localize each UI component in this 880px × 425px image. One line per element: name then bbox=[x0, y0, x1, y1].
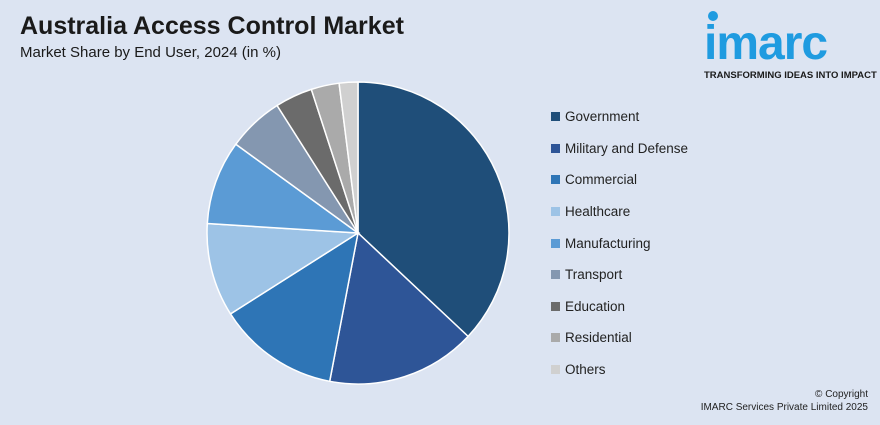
pie-chart bbox=[206, 81, 510, 385]
legend-label: Healthcare bbox=[565, 204, 631, 220]
legend-label: Government bbox=[565, 109, 640, 125]
chart-title: Australia Access Control Market bbox=[20, 12, 404, 40]
legend-item: Government bbox=[551, 101, 688, 133]
pie-slice-manufacturing bbox=[206, 143, 361, 234]
legend-label: Commercial bbox=[565, 172, 638, 188]
legend-swatch bbox=[551, 112, 560, 122]
copyright-line-1: © Copyright bbox=[815, 389, 868, 400]
pie-slice-commercial bbox=[229, 231, 360, 383]
logo-tagline: TRANSFORMING IDEAS INTO IMPACT bbox=[704, 70, 877, 81]
legend-item: Residential bbox=[551, 322, 688, 354]
legend-label: Education bbox=[565, 298, 626, 314]
legend-swatch bbox=[551, 270, 560, 280]
legend-swatch bbox=[551, 207, 560, 217]
legend-item: Manufacturing bbox=[551, 227, 688, 259]
legend-item: Education bbox=[551, 291, 688, 323]
pie-slice-healthcare bbox=[206, 222, 361, 315]
legend-item: Healthcare bbox=[551, 196, 688, 228]
legend-swatch bbox=[551, 143, 560, 153]
legend-label: Transport bbox=[565, 267, 623, 283]
legend-label: Manufacturing bbox=[565, 235, 651, 251]
legend-swatch bbox=[551, 175, 560, 185]
chart-legend: Government Military and Defense Commercial… bbox=[551, 101, 688, 385]
copyright-notice: © Copyright IMARC Services Private Limit… bbox=[701, 388, 868, 414]
logo-dot-icon bbox=[708, 11, 718, 21]
imarc-logo: imarc TRANSFORMING IDEAS INTO IMPACT bbox=[700, 8, 877, 88]
legend-swatch bbox=[551, 365, 560, 375]
legend-label: Residential bbox=[565, 330, 632, 346]
pie-slice-military-and-defense bbox=[328, 231, 470, 385]
legend-label: Others bbox=[565, 362, 606, 378]
legend-swatch bbox=[551, 238, 560, 248]
chart-subtitle: Market Share by End User, 2024 (in %) bbox=[20, 44, 281, 61]
pie-slice-others bbox=[338, 81, 359, 234]
legend-item: Military and Defense bbox=[551, 133, 688, 165]
legend-swatch bbox=[551, 301, 560, 311]
logo-word: imarc bbox=[704, 17, 828, 70]
legend-item: Others bbox=[551, 354, 688, 386]
pie-slice-government bbox=[357, 81, 510, 338]
legend-item: Commercial bbox=[551, 164, 688, 196]
legend-label: Military and Defense bbox=[565, 140, 689, 156]
legend-swatch bbox=[551, 333, 560, 343]
legend-item: Transport bbox=[551, 259, 688, 291]
copyright-line-2: IMARC Services Private Limited 2025 bbox=[700, 402, 868, 413]
